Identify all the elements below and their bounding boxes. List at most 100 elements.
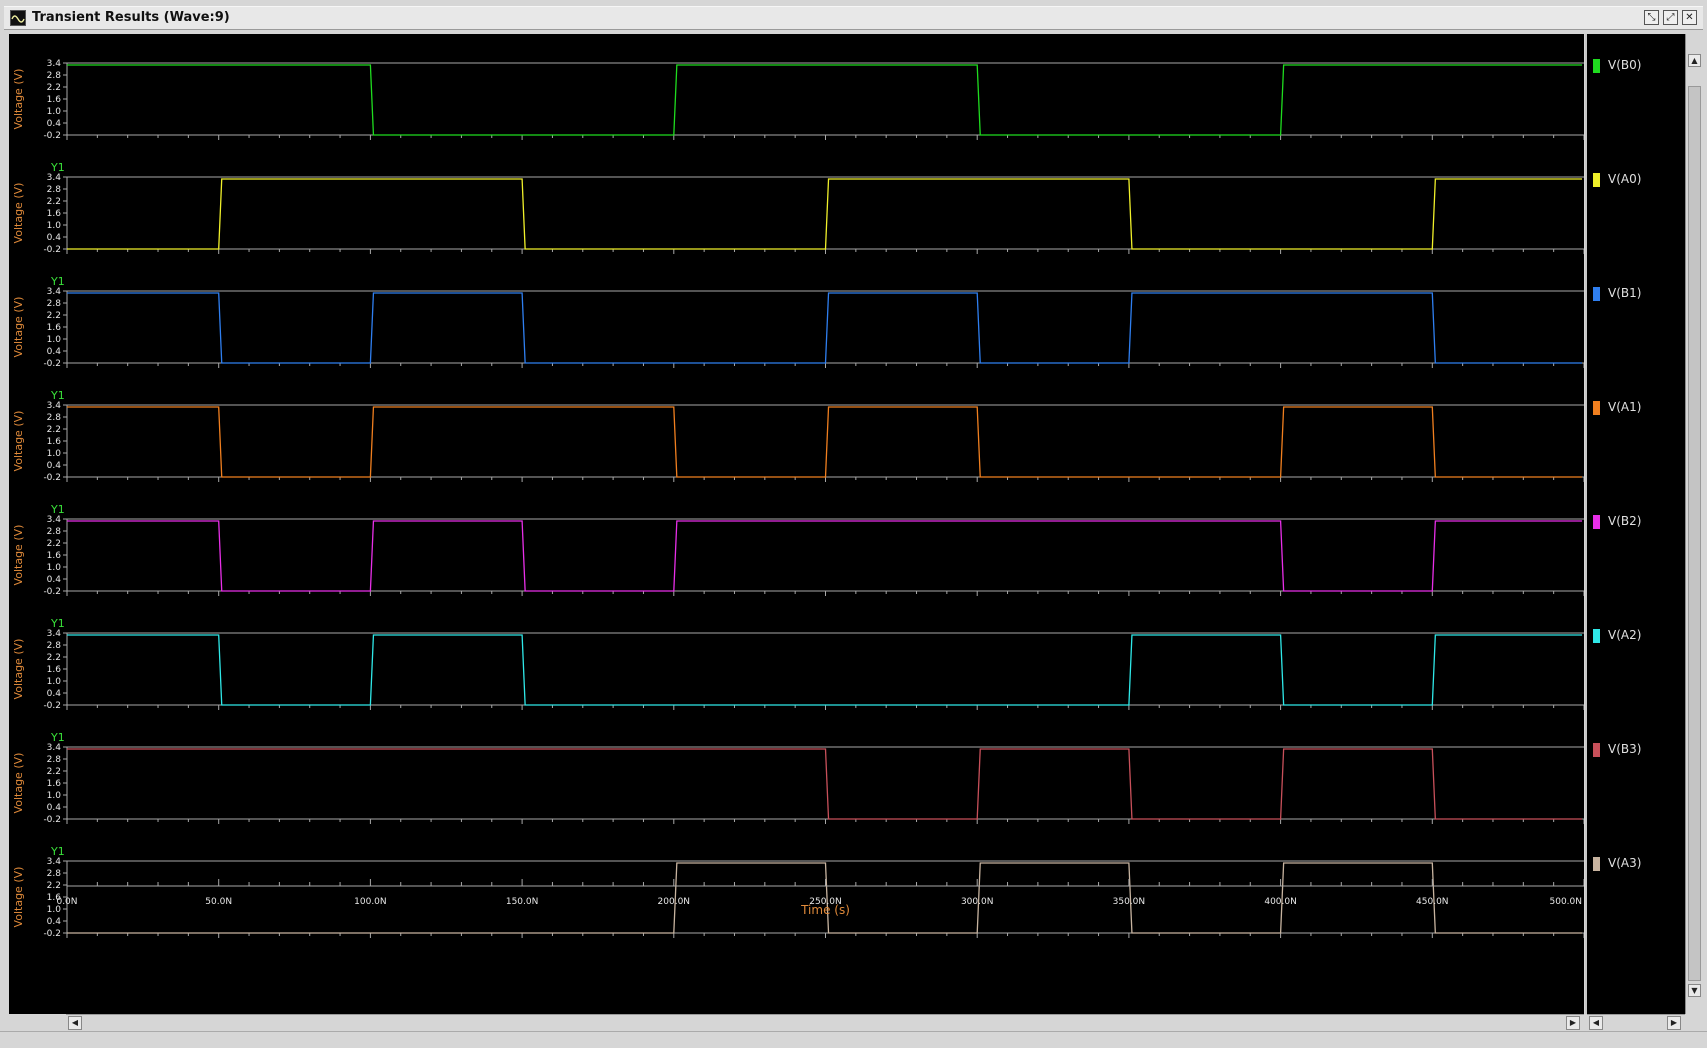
y-tick-label: 0.4 [47,461,62,471]
y-axis-name: Y1 [50,845,65,858]
y-tick-label: -0.2 [43,587,61,597]
maximize-button[interactable]: ⤢ [1663,10,1678,25]
legend-swatch [1593,287,1600,301]
scroll-down-icon[interactable]: ▼ [1688,984,1701,997]
time-tick-label: 200.0N [658,897,691,907]
time-tick-label: 450.0N [1416,897,1449,907]
waveform-panel[interactable] [63,860,1584,938]
y-axis-title: Voltage (V) [12,69,25,130]
y-tick-label: 2.2 [47,653,61,663]
legend-scroll-right-icon[interactable]: ▶ [1667,1016,1681,1030]
legend-label: V(A1) [1608,400,1642,414]
y-tick-label: 2.2 [47,311,61,321]
y-axis-title: Voltage (V) [12,639,25,700]
time-tick-label: 250.0N [809,897,842,907]
y-tick-label: 0.4 [47,917,62,927]
horizontal-scrollbar[interactable]: ◀ ▶ [66,1014,1584,1031]
y-tick-label: 1.6 [47,209,62,219]
y-tick-label: 1.6 [47,95,62,105]
time-tick-label: 100.0N [354,897,387,907]
y-axis-name: Y1 [50,731,65,744]
y-tick-label: 0.4 [47,803,62,813]
y-tick-label: 1.0 [47,791,62,801]
y-tick-label: -0.2 [43,815,61,825]
waveform-trace[interactable] [67,64,1582,136]
y-tick-label: 2.2 [47,767,61,777]
y-tick-label: 3.4 [47,287,62,297]
legend-swatch [1593,629,1600,643]
y-tick-label: 3.4 [47,857,62,867]
waveform-panel[interactable] [63,632,1584,710]
waveform-trace[interactable] [67,292,1582,364]
y-tick-label: -0.2 [43,701,61,711]
legend-swatch [1593,59,1600,73]
waveform-trace[interactable] [67,178,1582,250]
waveform-chart[interactable]: 3.4 2.8 2.2 1.6 1.0 0.4 -0.2 Voltage (V) 3.4 2.8 2… [9,34,1584,1014]
y-tick-label: 1.0 [47,905,62,915]
time-tick-label: 500.0N [1550,897,1583,907]
waveform-trace[interactable] [67,520,1582,592]
y-tick-label: 2.8 [47,185,62,195]
time-tick-label: 350.0N [1113,897,1146,907]
vertical-scroll-thumb[interactable] [1688,86,1701,981]
y-tick-label: 0.4 [47,347,62,357]
time-tick-label: 0.0N [56,897,77,907]
waveform-plot-area[interactable]: 3.4 2.8 2.2 1.6 1.0 0.4 -0.2 Voltage (V) 3.4 2.8 2… [9,34,1584,1014]
waveform-panel[interactable] [63,404,1584,482]
y-tick-label: 1.6 [47,437,62,447]
y-tick-label: 3.4 [47,515,62,525]
waveform-trace[interactable] [67,634,1582,706]
x-axis-title: Time (s) [800,903,850,917]
waveform-panel[interactable] [63,746,1584,824]
waveform-panel[interactable] [63,176,1584,254]
restore-button[interactable]: ⤡ [1644,10,1659,25]
y-axis-title: Voltage (V) [12,297,25,358]
status-bar [0,1031,1707,1048]
time-tick-label: 50.0N [205,897,232,907]
y-tick-label: 1.0 [47,221,62,231]
y-axis-name: Y1 [50,161,65,174]
y-tick-label: -0.2 [43,929,61,939]
scroll-left-icon[interactable]: ◀ [68,1016,82,1030]
legend-swatch [1593,857,1600,871]
legend-label: V(A0) [1608,172,1642,186]
y-tick-label: 0.4 [47,233,62,243]
time-tick-label: 150.0N [506,897,539,907]
y-axis-name: Y1 [50,275,65,288]
y-axis-title: Voltage (V) [12,183,25,244]
scroll-right-icon[interactable]: ▶ [1566,1016,1580,1030]
legend-swatch [1593,173,1600,187]
y-tick-label: 0.4 [47,689,62,699]
y-tick-label: 3.4 [47,629,62,639]
scroll-up-icon[interactable]: ▲ [1688,54,1701,67]
waveform-trace[interactable] [67,406,1582,478]
waveform-panel[interactable] [63,62,1584,140]
wave-icon [10,10,26,26]
y-tick-label: 2.8 [47,413,62,423]
y-tick-label: 1.6 [47,779,62,789]
legend-horizontal-scrollbar[interactable]: ◀ ▶ [1587,1014,1685,1031]
y-tick-label: 0.4 [47,119,62,129]
y-tick-label: 2.8 [47,755,62,765]
legend-swatch [1593,515,1600,529]
time-tick-label: 400.0N [1264,897,1297,907]
y-tick-label: 0.4 [47,575,62,585]
y-tick-label: 2.2 [47,197,61,207]
waveform-trace[interactable] [67,862,1582,934]
y-axis-name: Y1 [50,389,65,402]
y-tick-label: 3.4 [47,401,62,411]
legend-scroll-left-icon[interactable]: ◀ [1589,1016,1603,1030]
waveform-panel[interactable] [63,290,1584,368]
y-tick-label: 2.8 [47,641,62,651]
y-tick-label: 3.4 [47,743,62,753]
y-tick-label: -0.2 [43,359,61,369]
vertical-scrollbar[interactable]: ▲ ▼ [1685,34,1703,1014]
y-tick-label: 1.6 [47,551,62,561]
waveform-panel[interactable] [63,518,1584,596]
legend-swatch [1593,743,1600,757]
close-button[interactable]: ✕ [1682,10,1697,25]
y-tick-label: 1.0 [47,563,62,573]
waveform-trace[interactable] [67,748,1582,820]
legend-label: V(A3) [1608,856,1642,870]
y-tick-label: 2.8 [47,527,62,537]
